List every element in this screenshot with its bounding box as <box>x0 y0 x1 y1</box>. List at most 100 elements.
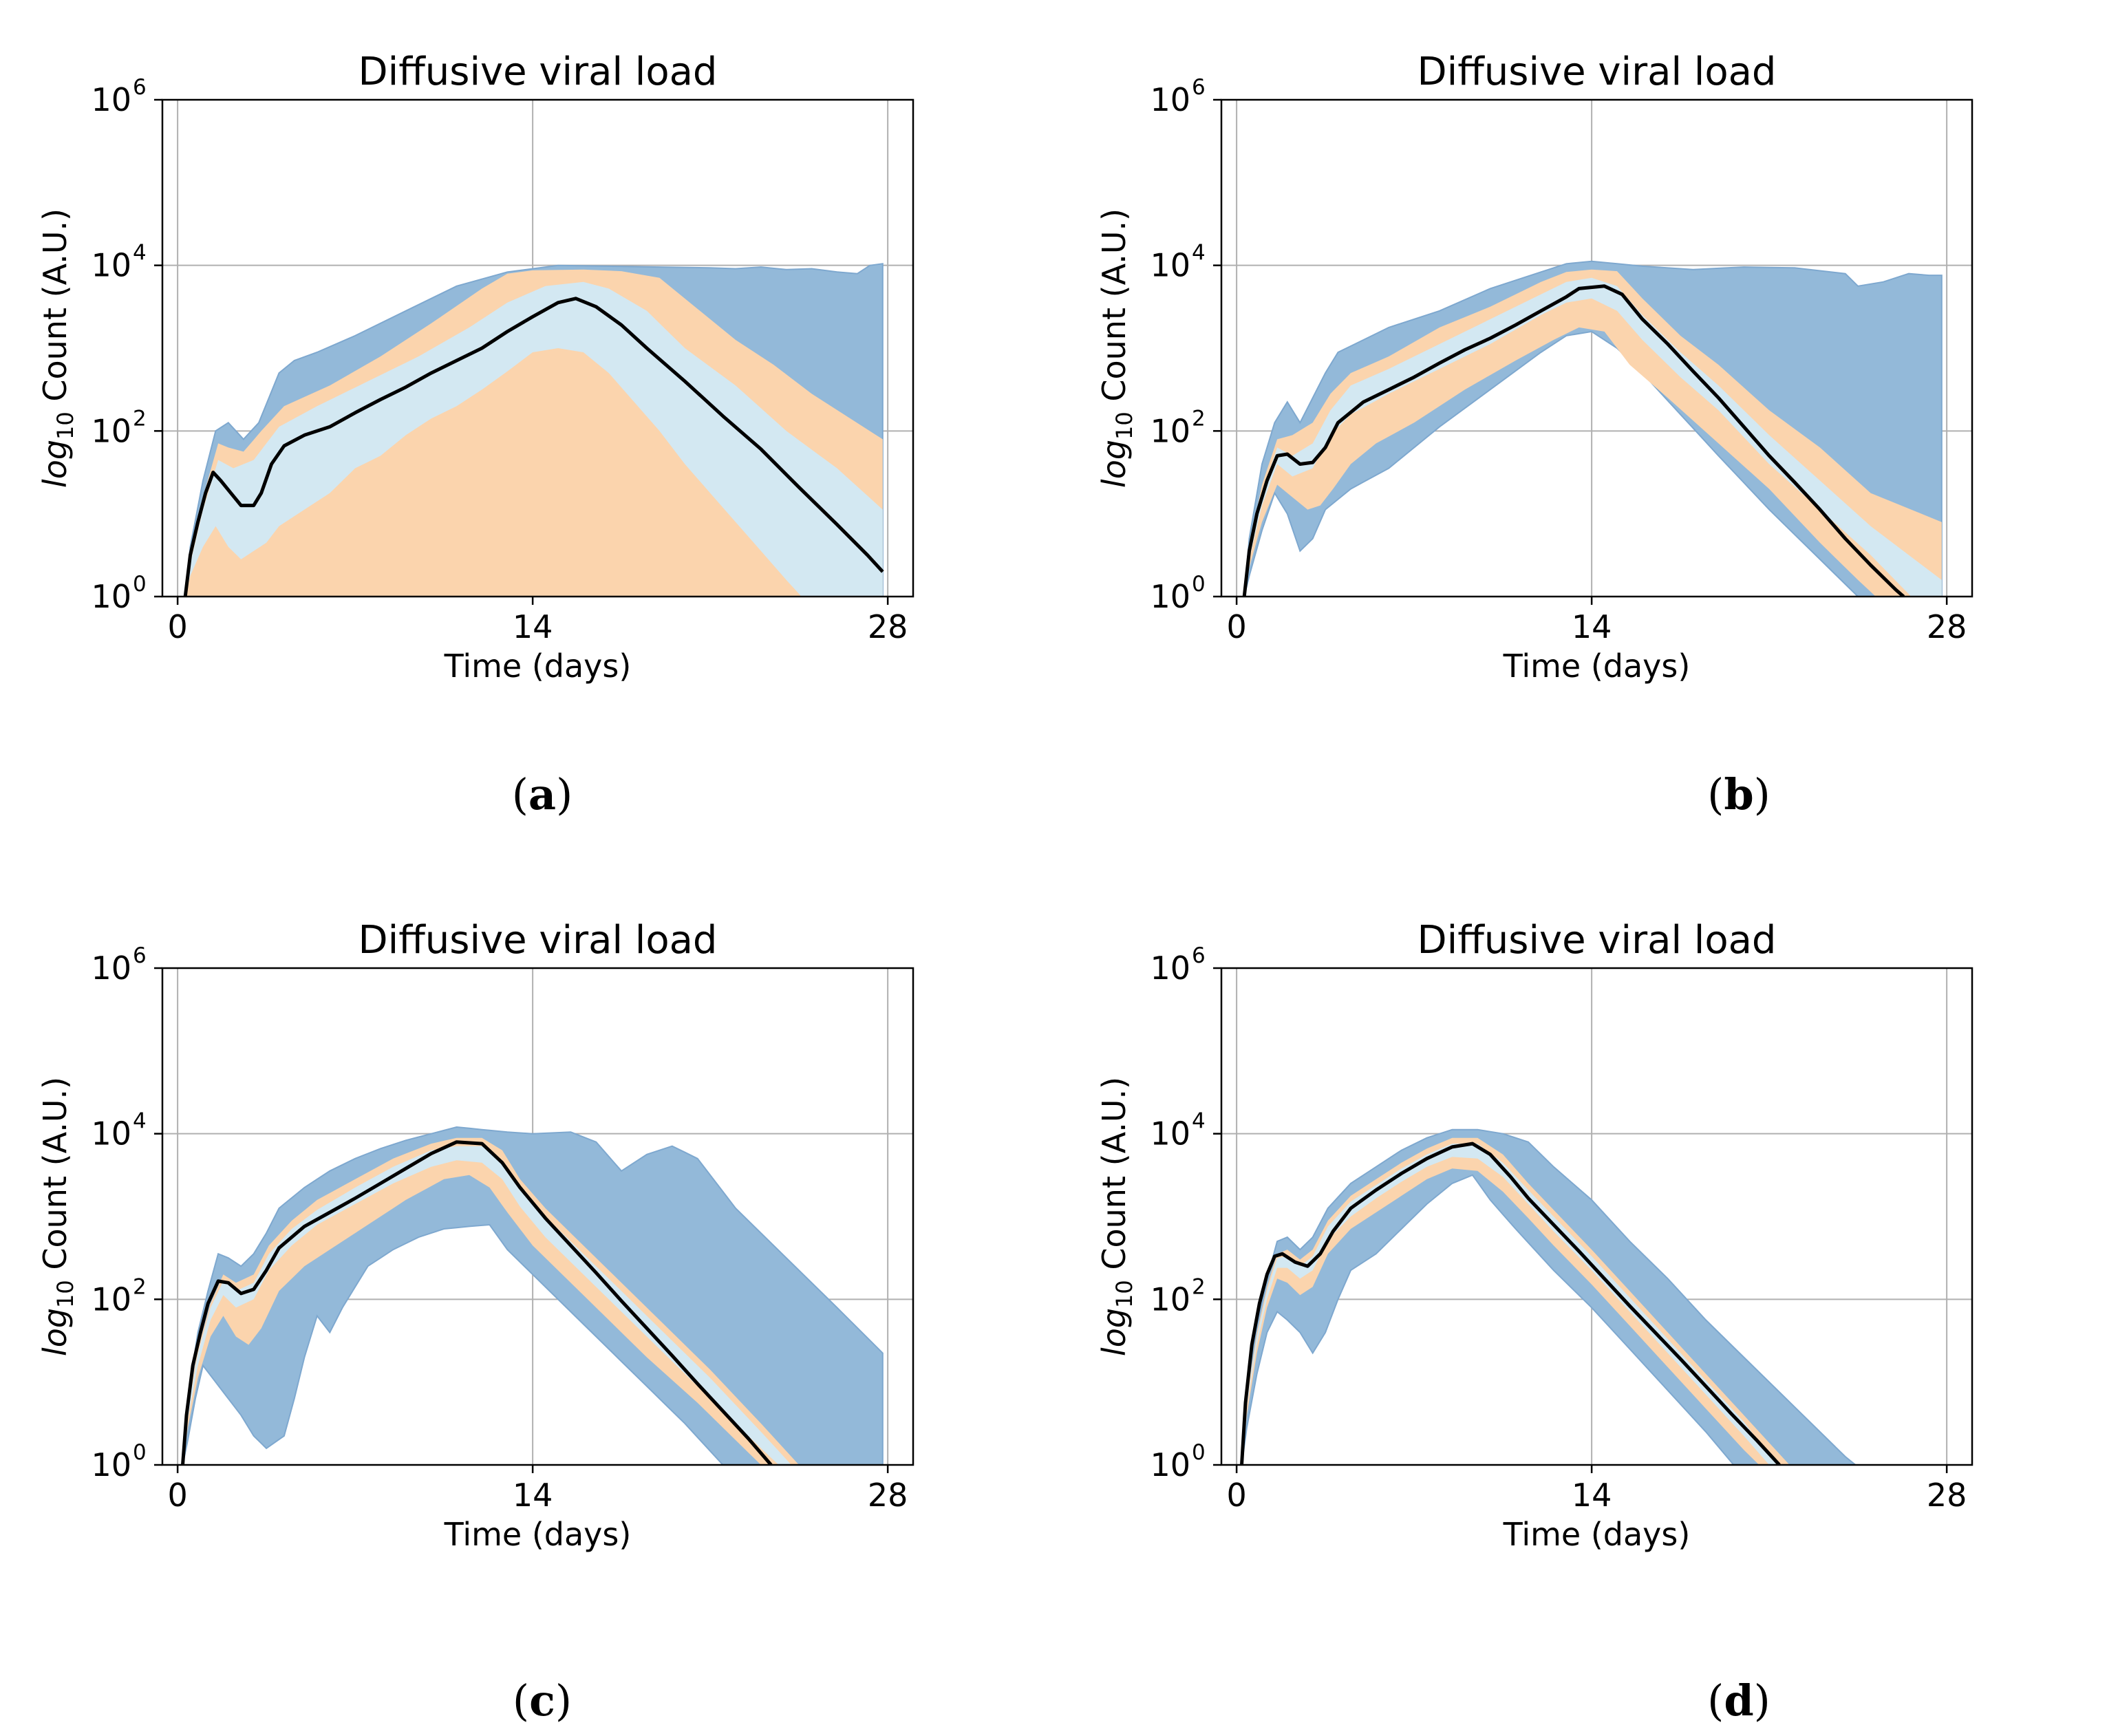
y-tick-exponent: 6 <box>1192 943 1206 968</box>
caption-d-letter: d <box>1724 1675 1754 1726</box>
y-axis-label: log10 Count (A.U.) <box>1095 1077 1137 1356</box>
x-tick-label: 14 <box>513 1477 553 1514</box>
y-tick-exponent: 4 <box>133 241 147 266</box>
y-label-subscript: 10 <box>52 411 78 440</box>
band-outer <box>1241 1128 1857 1465</box>
x-axis-label: Time (days) <box>444 1516 632 1553</box>
x-tick-label: 0 <box>167 1477 187 1514</box>
y-tick-label: 10 <box>91 81 131 118</box>
chart-title: Diffusive viral load <box>359 918 718 963</box>
y-tick-exponent: 4 <box>133 1109 147 1134</box>
y-tick-exponent: 4 <box>1192 241 1206 266</box>
chart-title: Diffusive viral load <box>1418 50 1777 94</box>
caption-c: (c) <box>512 1675 573 1726</box>
y-tick-exponent: 2 <box>133 1274 147 1299</box>
y-label-subscript: 10 <box>1111 1280 1137 1308</box>
y-label-rest: Count (A.U.) <box>36 208 74 411</box>
y-tick-label: 10 <box>91 412 131 449</box>
x-tick-label: 28 <box>1927 608 1967 645</box>
y-tick-label: 10 <box>1150 1280 1190 1318</box>
y-tick-exponent: 6 <box>133 943 147 968</box>
axes-frame <box>161 967 914 1466</box>
chart-title: Diffusive viral load <box>1418 918 1777 963</box>
y-tick-label: 10 <box>91 950 131 987</box>
y-tick-exponent: 0 <box>133 1440 147 1465</box>
y-tick-exponent: 0 <box>1192 1440 1206 1465</box>
band-middle <box>1244 269 1942 597</box>
y-label-log: log <box>36 440 74 488</box>
axes-frame <box>1220 98 1973 598</box>
y-label-rest: Count (A.U.) <box>1095 208 1133 411</box>
plot-area <box>181 1126 884 1465</box>
y-tick-label: 10 <box>1150 1115 1190 1153</box>
y-tick-exponent: 2 <box>133 406 147 431</box>
band-inner <box>1244 277 1942 597</box>
x-tick-label: 28 <box>868 1477 908 1514</box>
y-axis-label: log10 Count (A.U.) <box>36 208 78 488</box>
y-tick-exponent: 0 <box>133 572 147 597</box>
x-tick-label: 0 <box>167 608 187 645</box>
y-axis-label: log10 Count (A.U.) <box>36 1077 78 1356</box>
y-tick-label: 10 <box>1150 247 1190 284</box>
y-tick-label: 10 <box>1150 412 1190 449</box>
y-tick-label: 10 <box>1150 81 1190 118</box>
y-label-rest: Count (A.U.) <box>1095 1077 1133 1280</box>
caption-b: (b) <box>1707 769 1771 819</box>
y-tick-exponent: 2 <box>1192 406 1206 431</box>
y-tick-label: 10 <box>91 247 131 284</box>
band-middle <box>185 269 883 597</box>
median-line <box>1240 1142 1781 1465</box>
x-tick-label: 14 <box>1572 1477 1612 1514</box>
band-middle <box>1241 1137 1790 1465</box>
x-tick-label: 14 <box>1572 608 1612 645</box>
y-tick-label: 10 <box>1150 950 1190 987</box>
plot-area <box>1242 260 1943 597</box>
caption-a-letter: a <box>528 769 557 819</box>
plot-area <box>1240 1128 1857 1465</box>
caption-b-letter: b <box>1724 769 1754 819</box>
y-tick-label: 10 <box>91 578 131 615</box>
y-label-rest: Count (A.U.) <box>36 1077 74 1280</box>
y-tick-exponent: 6 <box>1192 75 1206 100</box>
y-label-log: log <box>1095 1308 1133 1356</box>
caption-c-letter: c <box>529 1675 555 1726</box>
x-tick-label: 28 <box>868 608 908 645</box>
band-middle <box>182 1137 800 1465</box>
y-label-subscript: 10 <box>52 1280 78 1308</box>
median-line <box>1242 284 1905 597</box>
y-tick-exponent: 4 <box>1192 1109 1206 1134</box>
x-tick-label: 0 <box>1226 1477 1246 1514</box>
x-tick-label: 0 <box>1226 608 1246 645</box>
y-label-log: log <box>36 1308 74 1356</box>
y-tick-label: 10 <box>91 1446 131 1483</box>
y-tick-label: 10 <box>1150 578 1190 615</box>
y-axis-label: log10 Count (A.U.) <box>1095 208 1137 488</box>
y-tick-label: 10 <box>91 1115 131 1153</box>
axes-frame <box>161 98 914 598</box>
y-tick-label: 10 <box>1150 1446 1190 1483</box>
y-tick-exponent: 2 <box>1192 1274 1206 1299</box>
y-tick-label: 10 <box>91 1280 131 1318</box>
x-axis-label: Time (days) <box>1503 647 1691 685</box>
x-axis-label: Time (days) <box>1503 1516 1691 1553</box>
y-label-log: log <box>1095 440 1133 488</box>
y-tick-exponent: 0 <box>1192 572 1206 597</box>
median-line <box>183 297 884 597</box>
caption-a: (a) <box>511 769 573 819</box>
plot-area <box>183 263 884 597</box>
y-tick-exponent: 6 <box>133 75 147 100</box>
axes-frame <box>1220 967 1973 1466</box>
x-tick-label: 28 <box>1927 1477 1967 1514</box>
caption-d: (d) <box>1707 1675 1771 1726</box>
median-line <box>181 1140 773 1465</box>
y-label-subscript: 10 <box>1111 411 1137 440</box>
x-tick-label: 14 <box>513 608 553 645</box>
chart-title: Diffusive viral load <box>359 50 718 94</box>
x-axis-label: Time (days) <box>444 647 632 685</box>
band-inner <box>185 281 883 597</box>
